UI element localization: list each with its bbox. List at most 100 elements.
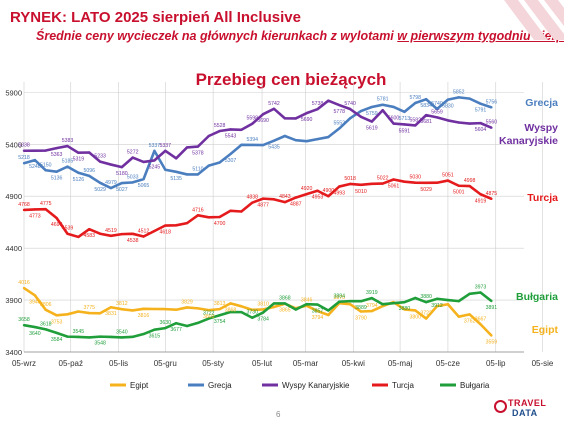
data-point-turcja (294, 196, 297, 199)
data-label-wyspy-kanaryjskie: 5690 (257, 118, 269, 124)
data-point-egipt (479, 323, 482, 326)
data-point-egipt (251, 308, 254, 312)
series-end-label: Wyspy (524, 122, 558, 134)
data-point-egipt (131, 309, 134, 312)
x-tick-label: 05-sty (202, 359, 224, 368)
data-label-bu-garia: 3640 (29, 331, 41, 337)
data-label-turcja: 5010 (355, 189, 367, 195)
data-label-wyspy-kanaryjskie: 5245 (149, 164, 161, 170)
data-point-turcja (185, 221, 189, 225)
data-point-egipt (207, 308, 210, 312)
data-point-grecja (370, 105, 374, 109)
data-point-wyspy-kanaryjskie (446, 119, 450, 122)
data-point-bu-garia (414, 296, 417, 300)
data-point-egipt (55, 314, 58, 317)
data-point-turcja (66, 232, 69, 235)
data-point-turcja (381, 182, 384, 185)
data-label-bu-garia: 3880 (399, 306, 411, 312)
x-tick-label: 05-sie (532, 359, 554, 368)
data-label-grecja: 5781 (377, 97, 389, 103)
legend-item: Grecja (208, 381, 232, 390)
data-point-egipt (44, 308, 47, 312)
data-label-wyspy-kanaryjskie: 5337 (160, 143, 172, 149)
data-point-bu-garia (305, 303, 308, 306)
data-point-egipt (446, 303, 450, 306)
data-point-grecja (185, 173, 189, 176)
data-point-turcja (55, 216, 58, 220)
data-point-wyspy-kanaryjskie (153, 159, 156, 162)
x-tick-label: 05-maj (388, 359, 413, 368)
data-label-wyspy-kanaryjskie: 5619 (366, 126, 378, 132)
data-point-egipt (435, 304, 439, 308)
data-label-grecja: 5791 (475, 108, 487, 114)
data-point-grecja (207, 164, 210, 167)
data-label-bu-garia: 3545 (73, 329, 85, 335)
x-tick-label: 05-gru (154, 359, 177, 368)
data-label-egipt: 3667 (475, 316, 487, 322)
data-label-egipt: 3865 (279, 308, 291, 314)
series-end-label: Grecja (525, 97, 558, 109)
data-label-grecja: 5218 (18, 155, 30, 161)
data-point-turcja (424, 181, 428, 185)
data-point-egipt (348, 303, 352, 306)
data-label-egipt: 3946 (29, 299, 41, 305)
data-point-egipt (272, 305, 276, 309)
data-point-bu-garia (294, 308, 297, 311)
data-label-egipt: 3775 (83, 305, 95, 311)
data-point-egipt (120, 308, 124, 311)
page-subtitle: Średnie ceny wycieczek na głównych kieru… (36, 29, 564, 43)
y-tick-label: 4400 (5, 244, 22, 253)
data-point-turcja (77, 235, 80, 239)
data-label-grecja: 5435 (268, 145, 280, 151)
data-point-wyspy-kanaryjskie (174, 157, 178, 160)
series-line-wyspy-kanaryjskie (23, 99, 492, 169)
data-point-egipt (77, 310, 80, 313)
data-point-bu-garia (435, 297, 439, 301)
data-point-bu-garia (44, 328, 47, 331)
data-point-wyspy-kanaryjskie (479, 121, 482, 125)
chart-legend: Egipt Grecja Wyspy Kanaryjskie Turcja Bułgar… (110, 381, 490, 390)
data-point-egipt (164, 307, 167, 311)
data-point-bu-garia (142, 332, 145, 336)
data-label-grecja: 5337 (149, 143, 161, 149)
data-point-wyspy-kanaryjskie (229, 128, 232, 131)
data-point-egipt (98, 312, 102, 315)
data-point-wyspy-kanaryjskie (381, 109, 384, 112)
data-point-egipt (240, 305, 243, 308)
data-point-wyspy-kanaryjskie (359, 115, 363, 118)
data-label-bu-garia: 3677 (170, 327, 182, 333)
data-label-turcja: 4919 (475, 198, 487, 204)
data-label-bu-garia: 3658 (18, 317, 30, 323)
y-tick-label: 5400 (5, 140, 22, 149)
data-point-grecja (283, 134, 287, 138)
series-line-turcja (23, 178, 492, 239)
data-point-wyspy-kanaryjskie (33, 149, 37, 152)
data-point-grecja (359, 109, 363, 113)
data-point-bu-garia (218, 314, 221, 317)
data-label-grecja: 5096 (83, 168, 95, 174)
data-point-wyspy-kanaryjskie (88, 151, 91, 154)
series-end-label: Bułgaria (516, 291, 558, 303)
data-point-bu-garia (370, 296, 374, 300)
data-label-grecja: 5033 (127, 174, 139, 180)
data-point-grecja (88, 174, 91, 178)
data-label-wyspy-kanaryjskie: 5738 (312, 101, 324, 107)
data-label-turcja: 5061 (388, 184, 400, 190)
data-point-bu-garia (272, 302, 276, 305)
data-point-bu-garia (196, 321, 200, 325)
data-point-egipt (414, 309, 417, 312)
data-point-wyspy-kanaryjskie (403, 123, 406, 126)
data-point-wyspy-kanaryjskie (468, 122, 471, 125)
data-point-bu-garia (283, 302, 287, 305)
data-point-egipt (33, 294, 37, 297)
data-point-bu-garia (153, 328, 156, 331)
data-point-wyspy-kanaryjskie (120, 165, 124, 169)
data-point-wyspy-kanaryjskie (370, 120, 374, 123)
data-point-bu-garia (424, 300, 428, 304)
data-label-egipt: 3868 (225, 307, 237, 313)
data-point-grecja (66, 165, 69, 168)
data-label-egipt: 3559 (486, 339, 498, 345)
data-label-wyspy-kanaryjskie: 5338 (18, 143, 30, 149)
data-point-wyspy-kanaryjskie (457, 121, 460, 124)
data-point-egipt (229, 302, 232, 305)
